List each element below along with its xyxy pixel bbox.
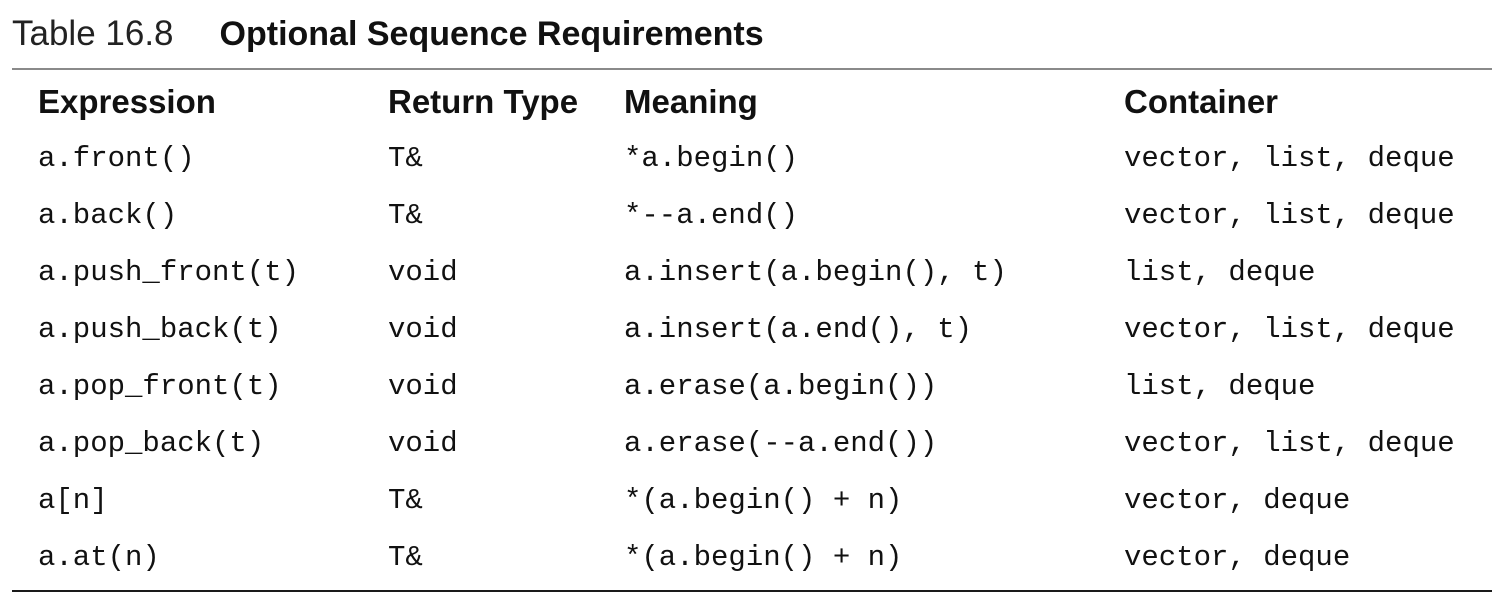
cell-container: vector, deque xyxy=(1124,541,1351,574)
cell-meaning: a.erase(--a.end()) xyxy=(624,427,938,460)
optional-sequence-requirements-table: Expression Return Type Meaning Container… xyxy=(38,74,1504,586)
header-expression: Expression xyxy=(38,83,216,120)
cell-meaning: *a.begin() xyxy=(624,142,799,175)
cell-meaning: a.insert(a.end(), t) xyxy=(624,313,973,346)
cell-meaning: *(a.begin() + n) xyxy=(624,541,903,574)
cell-container: vector, list, deque xyxy=(1124,199,1455,232)
table-row: a.back() T& *--a.end() vector, list, deq… xyxy=(38,187,1504,244)
bottom-rule xyxy=(12,590,1492,592)
cell-return-type: T& xyxy=(388,199,423,232)
cell-return-type: T& xyxy=(388,541,423,574)
cell-meaning: *--a.end() xyxy=(624,199,799,232)
table-row: a.pop_back(t) void a.erase(--a.end()) ve… xyxy=(38,415,1504,472)
table-number: Table 16.8 xyxy=(12,14,174,53)
cell-return-type: T& xyxy=(388,142,423,175)
header-container: Container xyxy=(1124,83,1279,120)
table-row: a.push_back(t) void a.insert(a.end(), t)… xyxy=(38,301,1504,358)
cell-return-type: void xyxy=(388,427,458,460)
cell-expression: a.push_back(t) xyxy=(38,313,282,346)
table-caption: Table 16.8 Optional Sequence Requirement… xyxy=(12,12,764,56)
cell-return-type: void xyxy=(388,313,458,346)
cell-container: vector, list, deque xyxy=(1124,313,1455,346)
header-meaning: Meaning xyxy=(624,83,758,120)
cell-expression: a.back() xyxy=(38,199,178,232)
cell-meaning: *(a.begin() + n) xyxy=(624,484,903,517)
table-row: a.at(n) T& *(a.begin() + n) vector, dequ… xyxy=(38,529,1504,586)
cell-return-type: void xyxy=(388,256,458,289)
table-title: Optional Sequence Requirements xyxy=(219,14,764,53)
header-return-type: Return Type xyxy=(388,83,579,120)
cell-container: vector, list, deque xyxy=(1124,142,1455,175)
cell-expression: a.push_front(t) xyxy=(38,256,300,289)
cell-container: list, deque xyxy=(1124,370,1316,403)
table-row: a[n] T& *(a.begin() + n) vector, deque xyxy=(38,472,1504,529)
table-row: a.pop_front(t) void a.erase(a.begin()) l… xyxy=(38,358,1504,415)
table-row: a.push_front(t) void a.insert(a.begin(),… xyxy=(38,244,1504,301)
cell-meaning: a.insert(a.begin(), t) xyxy=(624,256,1007,289)
cell-return-type: void xyxy=(388,370,458,403)
cell-expression: a.pop_front(t) xyxy=(38,370,282,403)
cell-expression: a.at(n) xyxy=(38,541,160,574)
cell-expression: a.pop_back(t) xyxy=(38,427,265,460)
cell-container: vector, list, deque xyxy=(1124,427,1455,460)
cell-meaning: a.erase(a.begin()) xyxy=(624,370,938,403)
table-row: a.front() T& *a.begin() vector, list, de… xyxy=(38,130,1504,187)
cell-container: vector, deque xyxy=(1124,484,1351,517)
cell-return-type: T& xyxy=(388,484,423,517)
cell-container: list, deque xyxy=(1124,256,1316,289)
cell-expression: a.front() xyxy=(38,142,195,175)
header-row: Expression Return Type Meaning Container xyxy=(38,74,1504,130)
top-rule xyxy=(12,68,1492,70)
cell-expression: a[n] xyxy=(38,484,108,517)
